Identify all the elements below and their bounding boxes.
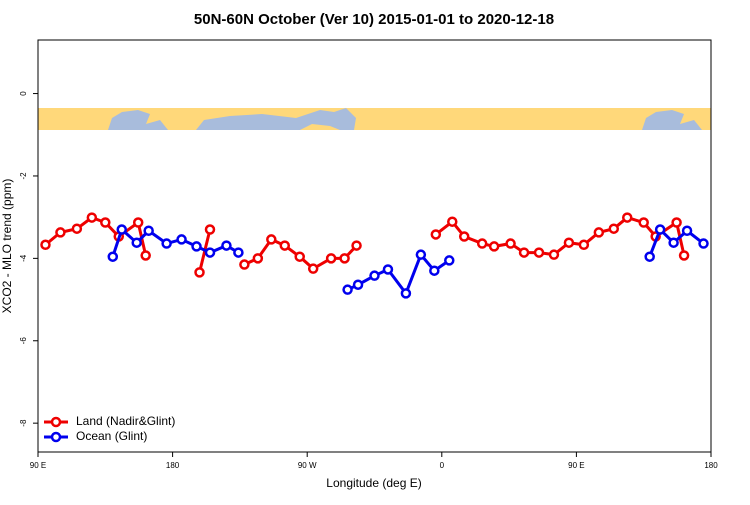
data-point <box>671 217 682 228</box>
x-axis-label: Longitude (deg E) <box>326 476 421 490</box>
data-point <box>505 238 516 249</box>
x-tick-label: 90 W <box>298 461 317 470</box>
x-tick-label: 0 <box>440 461 445 470</box>
data-point <box>668 237 679 248</box>
data-point <box>644 251 655 262</box>
legend-marker <box>50 431 62 443</box>
y-tick-label: -2 <box>19 172 28 180</box>
data-point <box>352 279 364 290</box>
data-point <box>307 263 319 274</box>
data-point <box>266 234 277 245</box>
data-point <box>221 240 232 251</box>
y-tick-label: -8 <box>19 419 28 427</box>
chart-title: 50N-60N October (Ver 10) 2015-01-01 to 2… <box>194 11 554 28</box>
data-point <box>621 212 633 223</box>
legend-marker <box>50 416 62 428</box>
data-point <box>339 253 350 264</box>
y-axis-label: XCO2 - MLO trend (ppm) <box>0 179 14 314</box>
data-point <box>638 217 649 228</box>
data-point <box>698 238 709 249</box>
data-point <box>161 238 172 249</box>
x-tick-label: 90 E <box>568 461 584 470</box>
data-point <box>107 251 119 262</box>
data-point <box>239 259 250 270</box>
data-point <box>131 237 142 248</box>
y-tick-label: -4 <box>19 254 28 262</box>
data-point <box>678 250 690 261</box>
data-point <box>143 225 154 237</box>
y-tick-label: -6 <box>19 337 28 345</box>
data-point <box>447 216 458 227</box>
data-point <box>204 224 216 235</box>
data-point <box>194 267 205 278</box>
data-point <box>382 264 394 275</box>
data-point <box>548 249 560 260</box>
x-tick-label: 180 <box>166 461 180 470</box>
x-tick-label: 180 <box>704 461 718 470</box>
data-point <box>488 241 500 252</box>
data-point <box>351 240 362 251</box>
data-point <box>369 270 380 281</box>
legend-label: Ocean (Glint) <box>76 429 147 443</box>
data-point <box>116 224 128 235</box>
plot-frame <box>37 39 712 453</box>
data-point <box>415 249 427 260</box>
data-point <box>593 227 605 238</box>
data-point <box>55 227 66 238</box>
data-point <box>533 247 545 258</box>
data-point <box>444 255 455 266</box>
data-point <box>458 231 470 242</box>
data-point <box>400 288 412 299</box>
data-point <box>204 247 216 258</box>
data-point <box>476 238 488 249</box>
data-point <box>325 253 337 264</box>
x-tick-label: 90 E <box>30 461 46 470</box>
y-tick-label: 0 <box>19 91 28 96</box>
data-point <box>429 265 440 276</box>
data-point <box>430 229 442 240</box>
map-band <box>38 108 711 130</box>
data-point <box>518 247 530 258</box>
data-point <box>279 240 291 251</box>
data-point <box>578 239 590 251</box>
data-point <box>71 223 83 234</box>
data-point <box>191 241 202 252</box>
data-point <box>86 212 98 223</box>
data-point <box>654 224 666 235</box>
data-point <box>681 225 693 237</box>
data-point <box>40 239 51 251</box>
data-point <box>342 284 353 295</box>
data-point <box>140 250 151 261</box>
data-point <box>100 217 111 228</box>
data-point <box>233 247 244 258</box>
data-point <box>608 223 620 234</box>
legend-label: Land (Nadir&Glint) <box>76 414 175 428</box>
data-point <box>563 237 575 248</box>
data-point <box>176 234 187 245</box>
data-point <box>294 251 305 262</box>
data-point <box>252 253 264 264</box>
data-point <box>132 217 144 228</box>
